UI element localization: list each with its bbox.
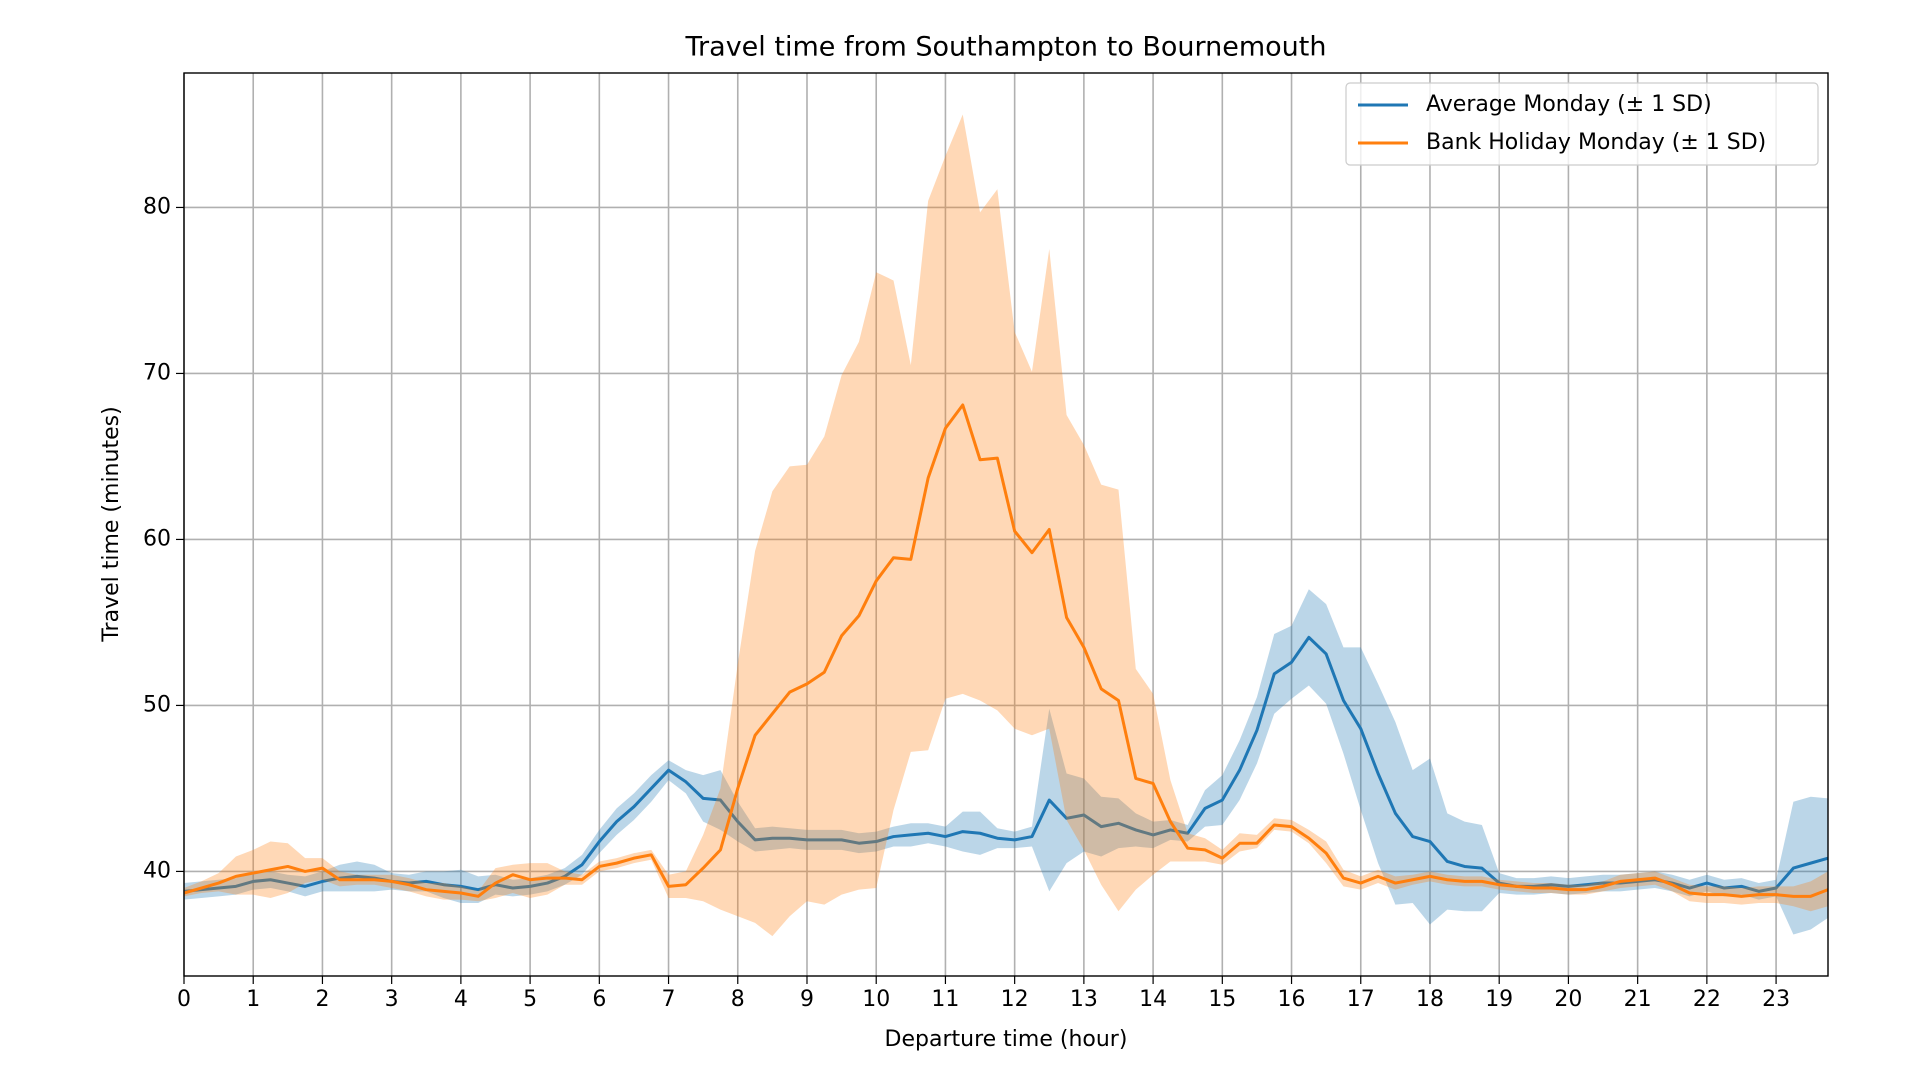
x-tick-label: 18 [1416, 987, 1444, 1012]
x-tick-label: 9 [800, 987, 814, 1012]
x-tick-label: 13 [1070, 987, 1098, 1012]
sd-band [184, 114, 1828, 937]
plot-frame [183, 72, 1829, 977]
y-tick-label: 60 [143, 526, 171, 551]
chart-title: Travel time from Southampton to Bournemo… [685, 32, 1327, 63]
y-axis-label: Travel time (minutes) [99, 406, 124, 642]
x-tick-label: 17 [1347, 987, 1375, 1012]
legend-box [1345, 82, 1819, 166]
legend-label: Bank Holiday Monday (± 1 SD) [1426, 130, 1766, 155]
x-tick-label: 8 [731, 987, 745, 1012]
x-tick-label: 19 [1485, 987, 1513, 1012]
x-tick-label: 12 [1001, 987, 1029, 1012]
x-tick-label: 2 [315, 987, 329, 1012]
x-tick-label: 20 [1554, 987, 1582, 1012]
x-tick-label: 15 [1208, 987, 1236, 1012]
x-tick-label: 11 [931, 987, 959, 1012]
x-tick-label: 3 [385, 987, 399, 1012]
y-tick-label: 80 [143, 194, 171, 219]
x-tick-label: 6 [592, 987, 606, 1012]
x-tick-label: 14 [1139, 987, 1167, 1012]
x-tick-label: 0 [177, 987, 191, 1012]
line [184, 403, 1828, 898]
x-tick-label: 21 [1624, 987, 1652, 1012]
y-tick-label: 70 [143, 360, 171, 385]
x-tick-label: 23 [1762, 987, 1790, 1012]
x-axis-label: Departure time (hour) [885, 1027, 1128, 1052]
x-tick-label: 10 [862, 987, 890, 1012]
x-tick-label: 1 [246, 987, 260, 1012]
x-tick-label: 5 [523, 987, 537, 1012]
x-tick-label: 22 [1693, 987, 1721, 1012]
legend-label: Average Monday (± 1 SD) [1426, 92, 1712, 117]
x-tick-label: 4 [454, 987, 468, 1012]
x-tick-label: 7 [662, 987, 676, 1012]
x-tick-label: 16 [1278, 987, 1306, 1012]
y-tick-label: 50 [143, 692, 171, 717]
line [184, 635, 1828, 893]
y-tick-label: 40 [143, 858, 171, 883]
